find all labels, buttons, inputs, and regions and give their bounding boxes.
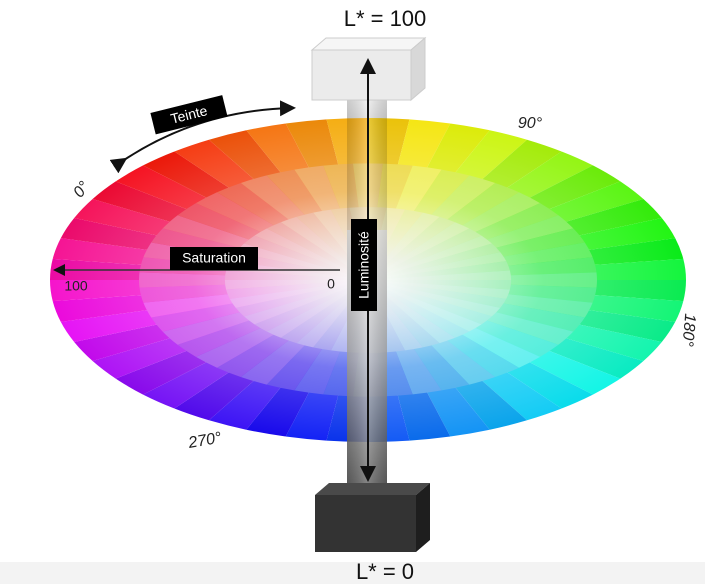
angle-label: 90° [518,115,543,132]
top-label: L* = 100 [344,6,427,31]
hue-tag: Teinte [150,95,227,134]
angle-label: 0° [70,178,93,201]
bottom-band [0,562,705,584]
saturation-end: 100 [64,278,88,294]
lightness-label: Luminosité [356,231,372,299]
lightness-tag: Luminosité [351,219,377,311]
bottom-label: L* = 0 [356,559,414,584]
diagram: L* = 100 L* = 0 Teinte Saturation Lumino… [0,0,705,584]
angle-label: 270° [186,429,223,452]
saturation-end: 0 [327,276,335,292]
black-cube [315,483,430,552]
angle-label: 180° [678,313,698,348]
saturation-label: Saturation [182,250,246,266]
